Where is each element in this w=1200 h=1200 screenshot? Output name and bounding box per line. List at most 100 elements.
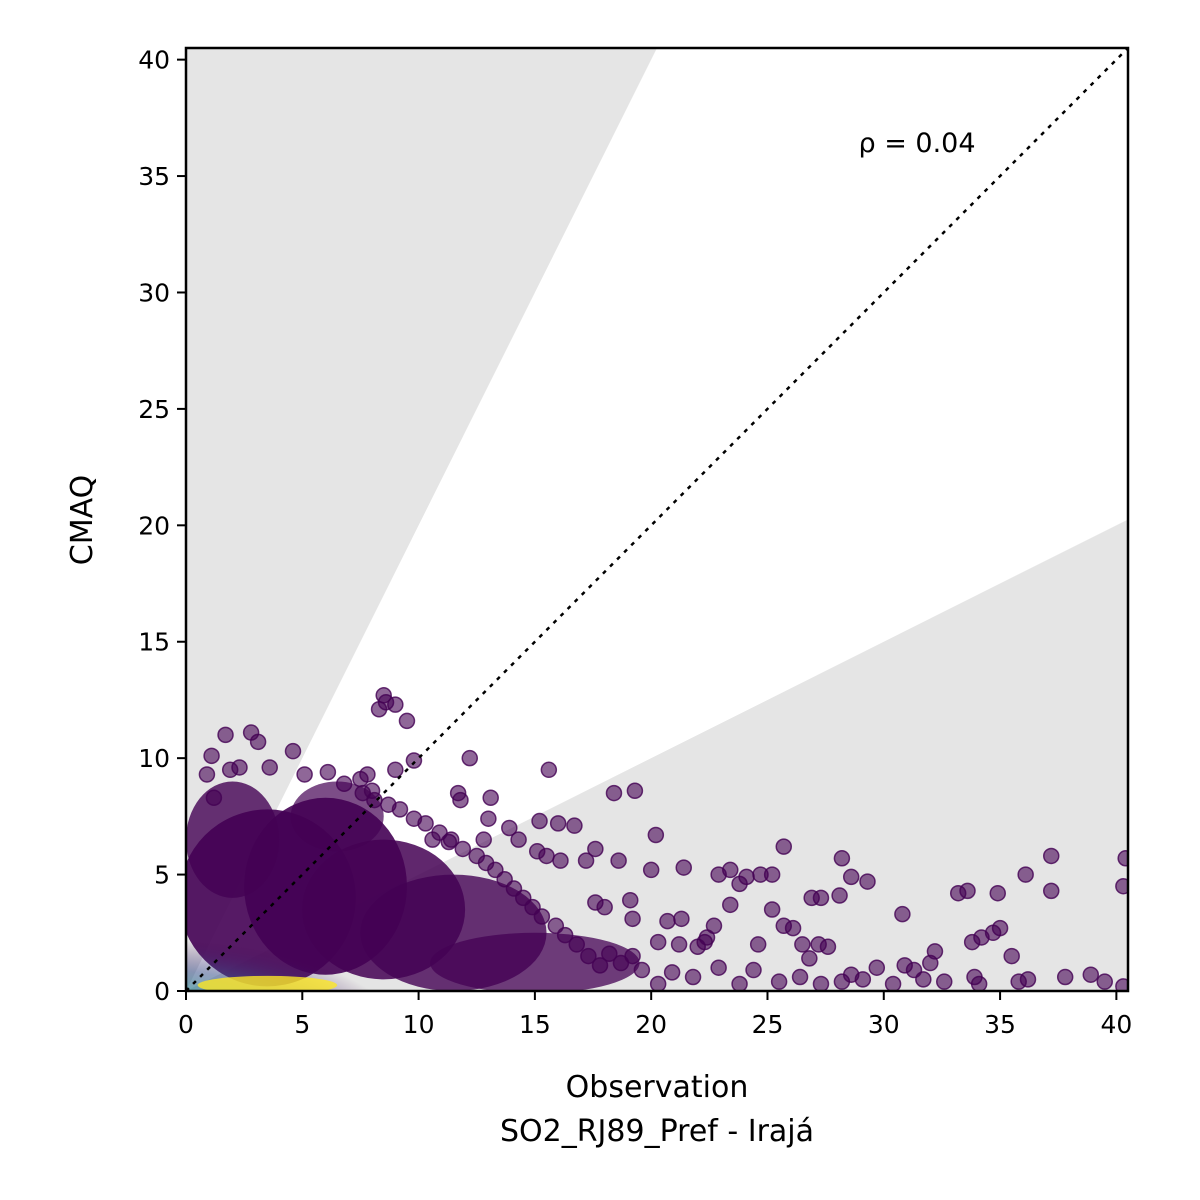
- data-point: [831, 887, 848, 904]
- y-tick-label: 10: [138, 744, 170, 773]
- data-point: [387, 761, 404, 779]
- data-point: [915, 971, 932, 988]
- data-point: [468, 847, 485, 865]
- data-point: [775, 838, 793, 855]
- data-point: [552, 852, 569, 869]
- x-tick-label: 30: [868, 1010, 900, 1039]
- data-point: [626, 782, 644, 800]
- data-point: [659, 912, 676, 930]
- y-tick-label: 25: [138, 395, 170, 424]
- data-point: [966, 968, 983, 986]
- data-point: [722, 896, 739, 914]
- x-axis-subtitle: SO2_RJ89_Pref - Irajá: [500, 1114, 814, 1149]
- data-point: [591, 957, 609, 974]
- x-tick-label: 15: [519, 1010, 551, 1039]
- data-point: [710, 866, 727, 883]
- y-axis-ticks: 0 5 10 15 20 25 30 35 40: [138, 46, 186, 1006]
- x-axis-title: Observation: [566, 1070, 749, 1105]
- data-point: [1117, 850, 1128, 867]
- data-point: [1096, 973, 1113, 990]
- y-tick-label: 35: [138, 162, 170, 191]
- data-point: [731, 975, 748, 991]
- data-point: [452, 791, 469, 809]
- data-point: [801, 950, 818, 967]
- data-point: [763, 901, 781, 918]
- data-point: [922, 954, 939, 972]
- x-tick-label: 5: [294, 1010, 310, 1039]
- data-point: [568, 936, 586, 953]
- x-tick-label: 0: [178, 1010, 194, 1039]
- plot-frame: [184, 46, 1130, 993]
- y-tick-label: 0: [154, 977, 170, 1006]
- data-point: [475, 831, 492, 848]
- scatter-points: [198, 687, 1128, 991]
- data-point: [612, 954, 630, 972]
- data-point: [622, 891, 639, 909]
- data-point: [431, 824, 448, 841]
- data-point: [580, 947, 597, 965]
- data-point: [538, 847, 555, 865]
- data-point: [501, 819, 518, 837]
- data-point: [601, 945, 618, 962]
- data-point: [1042, 847, 1060, 865]
- data-point: [566, 817, 583, 834]
- data-point: [959, 882, 976, 900]
- data-point: [217, 726, 234, 744]
- upper-shaded-region: [186, 48, 657, 991]
- data-point: [261, 759, 278, 776]
- data-point: [480, 810, 497, 827]
- data-point: [377, 694, 395, 711]
- data-point: [577, 852, 595, 869]
- data-point: [284, 742, 302, 760]
- data-point: [842, 868, 860, 886]
- data-point: [833, 850, 851, 867]
- data-point: [684, 968, 702, 986]
- data-point: [1042, 882, 1060, 900]
- data-point: [991, 919, 1009, 937]
- data-point: [633, 961, 651, 979]
- data-point: [770, 973, 788, 990]
- y-tick-label: 15: [138, 628, 170, 657]
- data-point: [540, 761, 558, 779]
- data-point: [354, 784, 372, 802]
- data-point: [1003, 947, 1020, 965]
- data-point: [784, 919, 802, 937]
- density-peak: [197, 975, 338, 991]
- data-point: [549, 815, 567, 832]
- data-point: [649, 975, 667, 991]
- data-point: [198, 766, 216, 783]
- data-point: [868, 959, 886, 976]
- data-point: [624, 910, 641, 928]
- x-tick-label: 20: [635, 1010, 667, 1039]
- y-tick-label: 30: [138, 278, 170, 307]
- data-point: [649, 933, 667, 951]
- data-point: [989, 884, 1006, 902]
- data-point: [296, 766, 313, 783]
- data-point: [745, 961, 762, 979]
- data-point: [587, 840, 604, 858]
- data-point: [812, 975, 830, 991]
- data-point: [673, 910, 690, 928]
- data-point: [647, 826, 665, 844]
- data-point: [605, 784, 623, 802]
- data-point: [610, 852, 627, 869]
- data-point: [203, 747, 220, 765]
- data-point: [794, 936, 811, 953]
- x-tick-label: 40: [1100, 1010, 1132, 1039]
- data-point: [249, 733, 267, 751]
- data-point: [1115, 978, 1128, 991]
- density-core: [186, 869, 512, 991]
- data-point: [405, 810, 423, 827]
- data-point: [587, 894, 604, 911]
- data-point: [670, 936, 688, 953]
- annotation-rho: ρ = 0.04: [858, 128, 975, 159]
- y-axis-title: CMAQ: [65, 475, 100, 565]
- data-point: [763, 866, 781, 883]
- data-point: [461, 749, 479, 767]
- x-axis-ticks: 0 5 10 15 20 25 30 35 40: [178, 991, 1132, 1039]
- data-point: [859, 873, 876, 890]
- x-tick-label: 25: [752, 1010, 784, 1039]
- data-point: [1115, 877, 1128, 895]
- data-point: [833, 973, 851, 990]
